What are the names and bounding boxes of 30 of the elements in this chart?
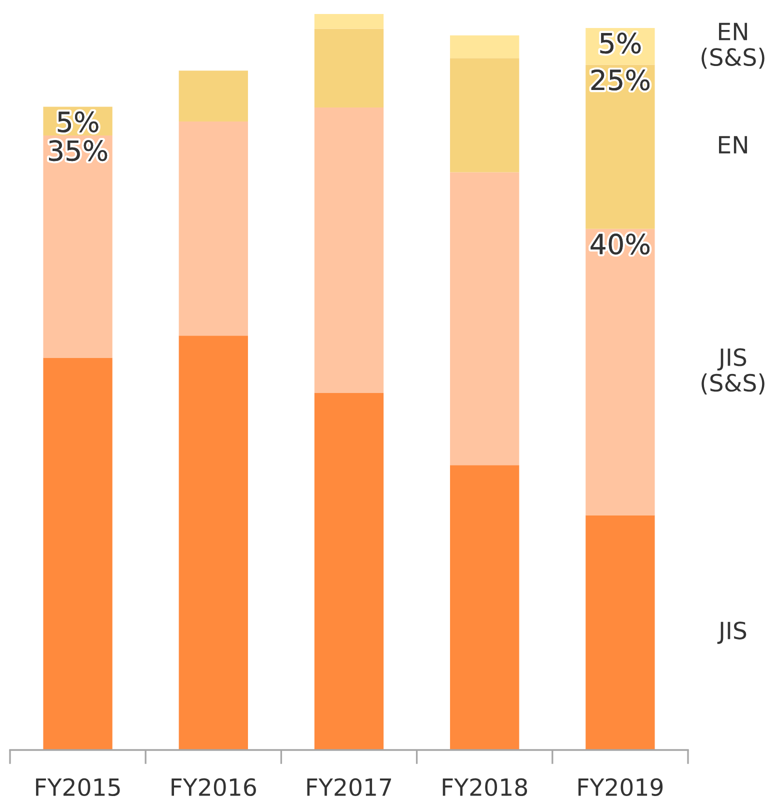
- bar: [450, 35, 520, 58]
- bar: [450, 465, 520, 750]
- bar: [314, 107, 384, 394]
- bar: [178, 121, 248, 336]
- annotation: 5%: [600, 32, 641, 54]
- bar: [450, 172, 520, 466]
- x-tick-label: FY2019: [578, 778, 663, 796]
- bar: [43, 358, 112, 750]
- bar: [178, 70, 248, 122]
- x-tick-label: FY2015: [36, 778, 120, 796]
- bar: [314, 393, 384, 750]
- bar: [314, 14, 384, 29]
- series-label: EN (S&S): [702, 22, 764, 69]
- x-tick-label: FY2017: [307, 778, 392, 796]
- bar: [43, 135, 112, 358]
- bar: [178, 336, 248, 750]
- annotation: 5%: [58, 111, 98, 132]
- text: JIS: [717, 622, 746, 644]
- x-tick-label: FY2018: [442, 778, 528, 796]
- bar: [586, 228, 655, 516]
- text: EN: [719, 136, 747, 154]
- bar: [586, 515, 655, 750]
- bar: [314, 28, 384, 108]
- x-tick-label: FY2016: [172, 778, 256, 796]
- annotation: 35%: [49, 140, 108, 162]
- annotation: 25%: [591, 69, 650, 90]
- bar: [586, 64, 655, 229]
- bar: [450, 58, 520, 172]
- series-label: JIS (S&S): [702, 348, 764, 394]
- annotation: 40%: [590, 234, 650, 255]
